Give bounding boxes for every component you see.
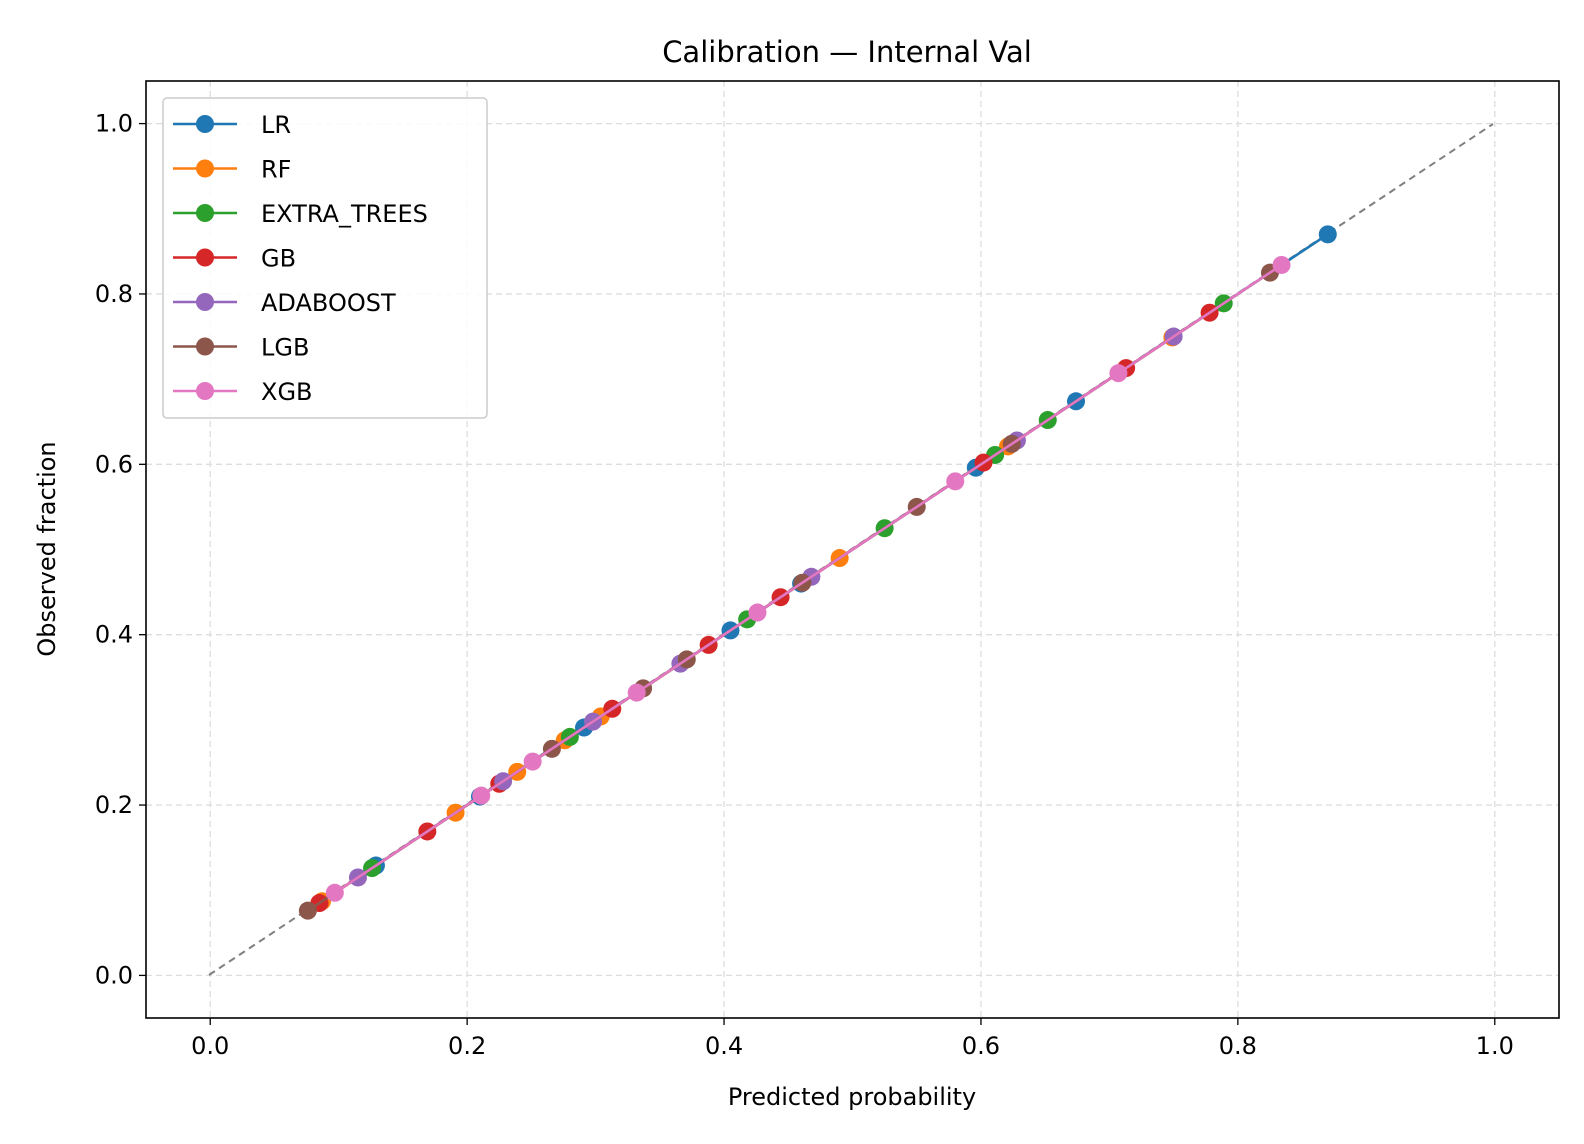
legend-swatch-marker — [196, 382, 214, 400]
axis-ticks: 0.0 0.2 0.4 0.6 0.8 1.0 0.0 0.2 0.4 0.6 0.8 1.0 — [95, 110, 1514, 1060]
data-point — [748, 603, 767, 622]
legend-swatch-marker — [196, 159, 214, 178]
legend-swatch-marker — [196, 115, 214, 133]
series-line — [334, 263, 1283, 894]
legend-label: RF — [261, 156, 291, 184]
legend-label: GB — [261, 245, 296, 273]
plot-frame — [145, 80, 1560, 1019]
data-point — [1109, 364, 1128, 383]
legend-swatch-marker — [196, 293, 214, 311]
x-tick-label: 0.2 — [448, 1032, 486, 1060]
legend-label: ADABOOST — [261, 289, 396, 317]
y-tick-label: 0.8 — [95, 280, 133, 308]
legend: LR RF EXTRA_TREES GB ADABOOST LGB XGB — [162, 97, 488, 419]
series-xgb — [325, 255, 1291, 902]
y-tick-label: 1.0 — [95, 110, 133, 138]
data-point — [523, 752, 542, 771]
y-tick-label: 0.6 — [95, 450, 133, 478]
series-layer — [298, 225, 1337, 920]
x-tick-label: 0.8 — [1219, 1032, 1257, 1060]
y-tick-label: 0.4 — [95, 621, 133, 649]
legend-label: LR — [261, 111, 291, 139]
legend-swatch-marker — [196, 248, 214, 267]
legend-label: XGB — [261, 378, 313, 406]
legend-label: EXTRA_TREES — [261, 200, 428, 228]
data-point — [627, 683, 646, 702]
legend-label: LGB — [261, 334, 309, 362]
x-tick-label: 0.6 — [962, 1032, 1000, 1060]
x-tick-label: 0.0 — [191, 1032, 229, 1060]
y-tick-label: 0.0 — [95, 961, 133, 989]
x-tick-label: 0.4 — [705, 1032, 743, 1060]
x-tick-label: 1.0 — [1476, 1032, 1514, 1060]
x-axis-label: Predicted probability — [728, 1083, 976, 1111]
data-point — [325, 883, 344, 902]
data-point — [472, 786, 491, 805]
y-tick-label: 0.2 — [95, 791, 133, 819]
legend-swatch-marker — [196, 337, 214, 356]
data-point — [1272, 255, 1291, 274]
chart-title: Calibration — Internal Val — [662, 35, 1032, 69]
legend-swatch-marker — [196, 204, 214, 222]
legend-box — [162, 97, 488, 419]
y-axis-label: Observed fraction — [33, 441, 61, 656]
data-point — [1318, 225, 1337, 244]
data-point — [946, 472, 965, 491]
data-point — [298, 901, 317, 920]
